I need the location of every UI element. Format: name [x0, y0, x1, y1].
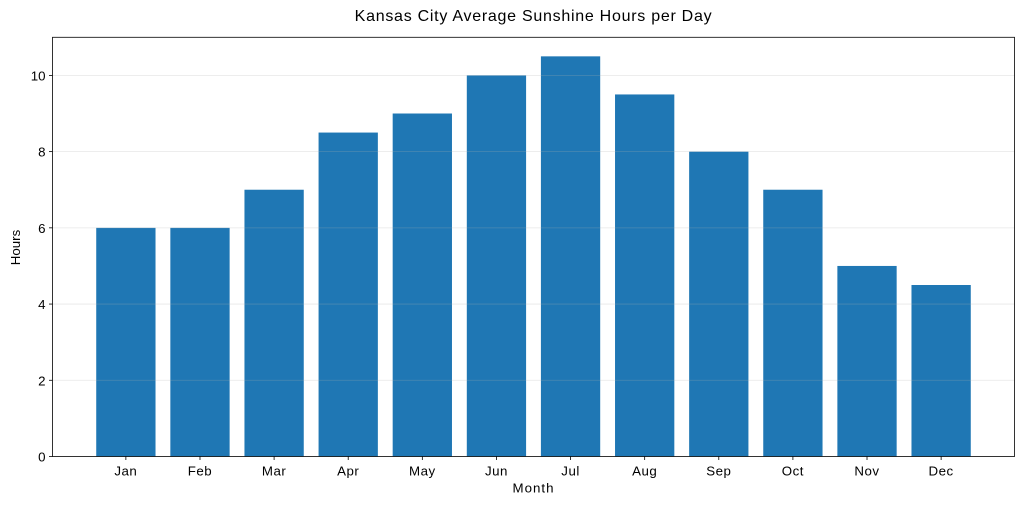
- svg-text:Month: Month: [513, 481, 555, 496]
- svg-text:Feb: Feb: [188, 464, 212, 479]
- svg-text:Hours: Hours: [8, 229, 23, 265]
- svg-text:Aug: Aug: [632, 464, 657, 479]
- svg-text:4: 4: [38, 297, 45, 312]
- svg-text:Jan: Jan: [114, 464, 137, 479]
- svg-text:6: 6: [38, 221, 45, 236]
- svg-text:May: May: [409, 464, 436, 479]
- svg-text:2: 2: [38, 373, 45, 388]
- svg-text:Sep: Sep: [706, 464, 731, 479]
- svg-text:10: 10: [31, 68, 46, 83]
- svg-text:Kansas City Average Sunshine H: Kansas City Average Sunshine Hours per D…: [355, 8, 713, 25]
- svg-text:Apr: Apr: [337, 464, 359, 479]
- svg-text:Nov: Nov: [854, 464, 879, 479]
- svg-text:Jun: Jun: [485, 464, 508, 479]
- svg-text:Mar: Mar: [262, 464, 286, 479]
- svg-text:8: 8: [38, 145, 45, 160]
- svg-text:0: 0: [38, 450, 45, 465]
- svg-text:Dec: Dec: [929, 464, 954, 479]
- svg-text:Jul: Jul: [561, 464, 580, 479]
- svg-text:Oct: Oct: [782, 464, 804, 479]
